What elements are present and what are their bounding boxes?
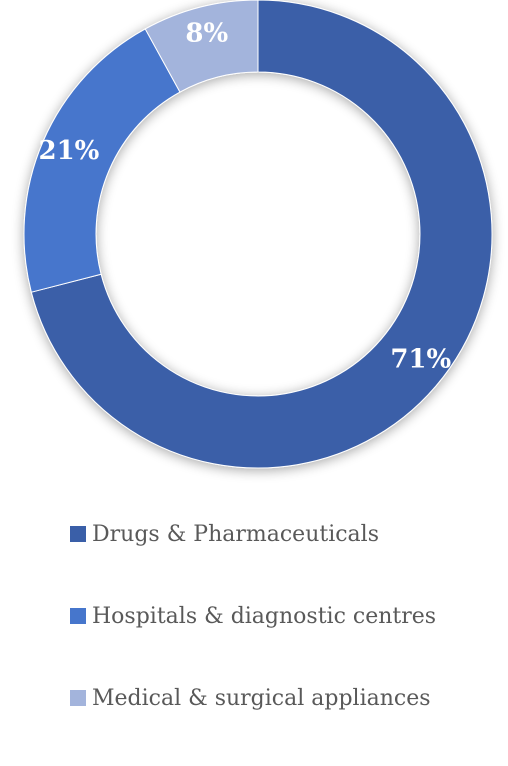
- legend-swatch-hospitals: [70, 608, 86, 624]
- donut-chart-svg: 71% 21% 8%: [23, 0, 493, 469]
- data-label-medical: 8%: [185, 18, 228, 48]
- donut-data-labels: 71% 21% 8%: [38, 18, 451, 374]
- data-label-drugs: 71%: [390, 344, 451, 374]
- chart-legend: Drugs & Pharmaceuticals Hospitals & diag…: [70, 520, 508, 766]
- slice-medical: [144, 0, 259, 93]
- donut-slices: [23, 0, 493, 469]
- legend-swatch-drugs: [70, 526, 86, 542]
- legend-item-drugs: Drugs & Pharmaceuticals: [70, 520, 508, 548]
- slice-drugs: [30, 0, 493, 469]
- legend-label-drugs: Drugs & Pharmaceuticals: [92, 521, 379, 547]
- legend-item-medical: Medical & surgical appliances: [70, 684, 508, 712]
- data-label-hospitals: 21%: [38, 136, 99, 166]
- legend-label-medical: Medical & surgical appliances: [92, 685, 431, 711]
- legend-item-hospitals: Hospitals & diagnostic centres: [70, 602, 508, 630]
- donut-chart: 71% 21% 8%: [23, 0, 493, 469]
- legend-label-hospitals: Hospitals & diagnostic centres: [92, 603, 437, 629]
- legend-swatch-medical: [70, 690, 86, 706]
